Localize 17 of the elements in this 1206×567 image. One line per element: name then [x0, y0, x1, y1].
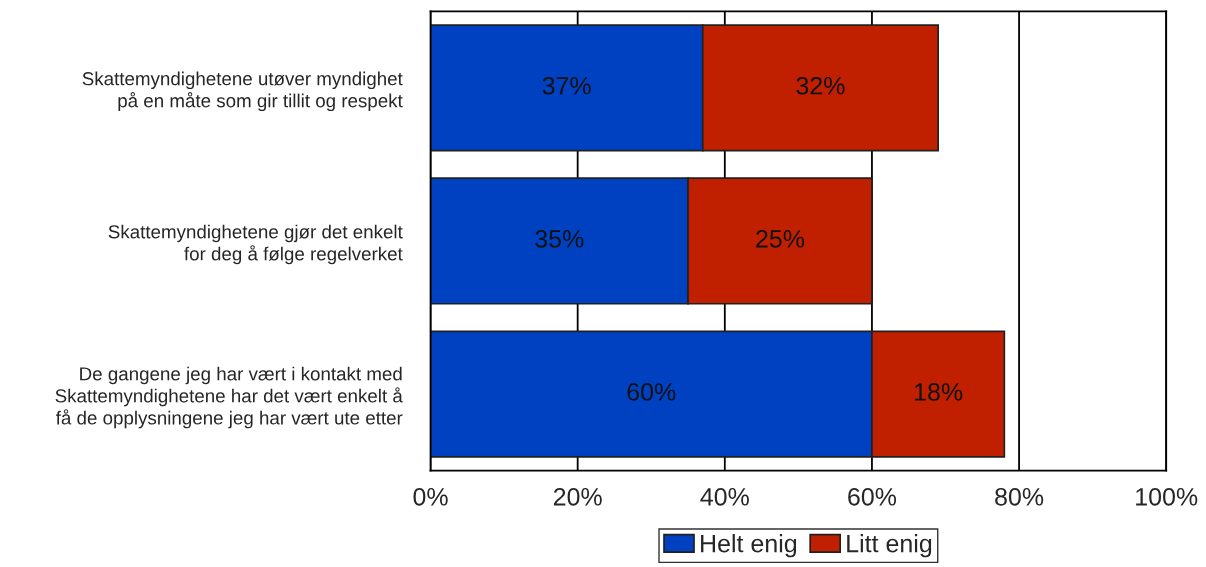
- y-tick-label: Skattemyndighetene gjør det enkelt for deg å følge regelverket: [108, 224, 403, 265]
- text: 25%: [756, 229, 805, 248]
- legend-label: Litt enig: [847, 534, 932, 558]
- x-tick-label: 80%: [995, 487, 1044, 506]
- text: 18%: [915, 383, 963, 401]
- text: 37%: [542, 76, 591, 95]
- y-tick-label: De gangene jeg har vært i kontakt med Skattemyndighetene har det vært enkelt å få de opplysningene jeg har vært ute etter: [55, 366, 403, 429]
- x-tick-label: 40%: [700, 487, 749, 506]
- text: 35%: [535, 229, 584, 248]
- text: 32%: [796, 76, 845, 95]
- x-tick-label: 0%: [413, 487, 448, 506]
- legend-label: Helt enig: [701, 534, 797, 558]
- x-tick-label: 60%: [848, 487, 897, 506]
- x-tick-label: 20%: [553, 487, 602, 506]
- text: 60%: [627, 383, 676, 401]
- x-tick-label: 100%: [1136, 487, 1198, 506]
- y-tick-label: Skattemyndighetene utøver myndighet på en måte som gir tillit og respekt: [82, 71, 403, 112]
